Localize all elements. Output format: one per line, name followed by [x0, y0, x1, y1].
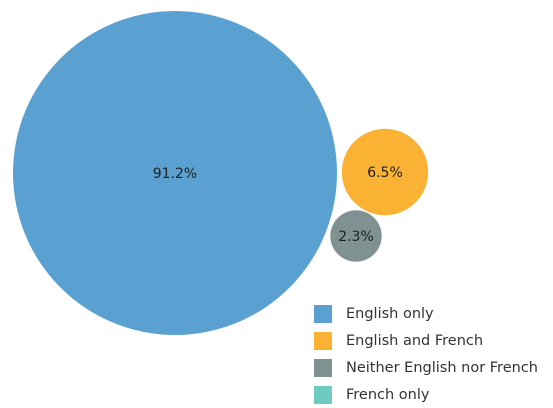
- bubble-layer: 91.2% 6.5% 2.3%: [13, 11, 429, 335]
- legend-item-english-and-french[interactable]: English and French: [314, 327, 553, 354]
- legend-label: English only: [346, 305, 434, 322]
- legend-swatch: [314, 304, 332, 323]
- legend-swatch: [314, 385, 332, 404]
- legend-label: French only: [346, 386, 430, 403]
- legend-label: Neither English nor French: [346, 359, 538, 376]
- legend-swatch: [314, 331, 332, 350]
- bubble-data-label: 91.2%: [153, 166, 197, 182]
- bubble-english-and-french[interactable]: [341, 128, 429, 216]
- legend: English only English and French Neither …: [314, 300, 553, 408]
- bubble-english-only[interactable]: [13, 11, 337, 335]
- legend-item-english-only[interactable]: English only: [314, 300, 553, 327]
- legend-item-neither[interactable]: Neither English nor French: [314, 354, 553, 381]
- bubble-neither-english-nor-french[interactable]: [330, 210, 382, 262]
- legend-item-french-only[interactable]: French only: [314, 381, 553, 408]
- legend-swatch: [314, 358, 332, 377]
- bubble-data-label: 2.3%: [338, 229, 374, 245]
- legend-label: English and French: [346, 332, 484, 349]
- bubble-data-label: 6.5%: [367, 165, 403, 181]
